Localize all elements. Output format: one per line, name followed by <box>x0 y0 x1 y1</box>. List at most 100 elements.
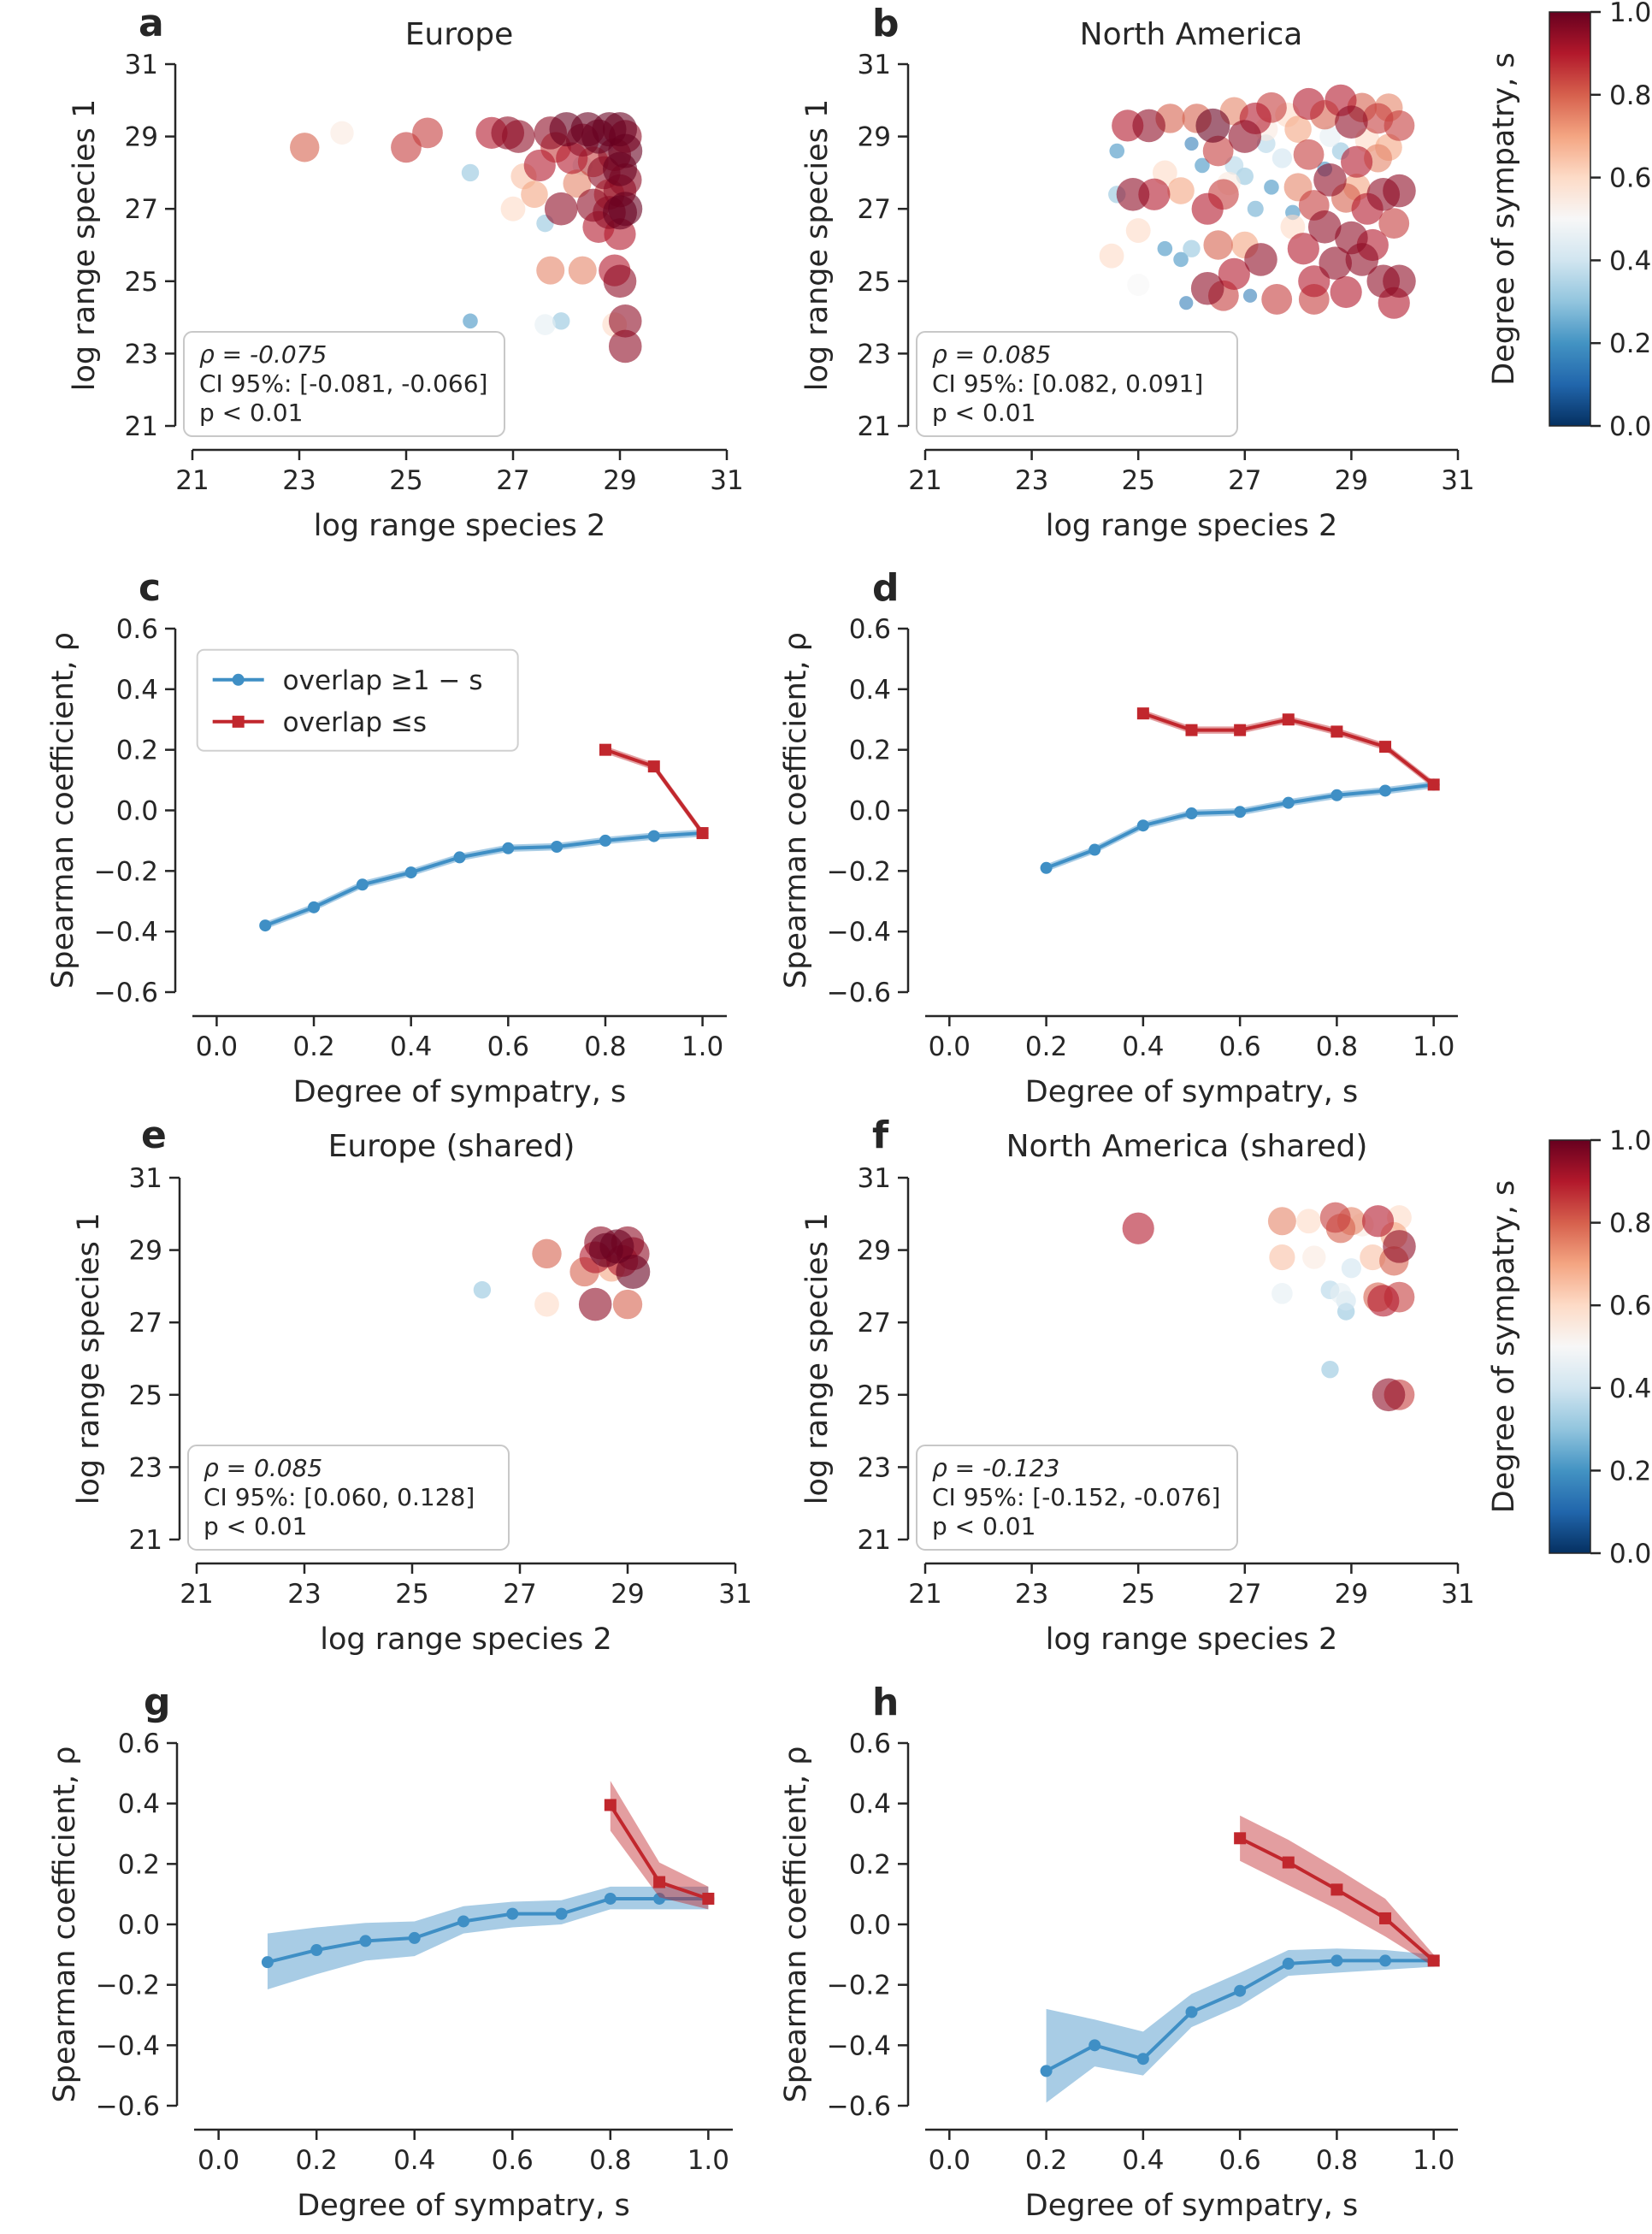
scatter-point <box>1269 1244 1295 1271</box>
y-axis-label: Spearman coefficient, ρ <box>779 632 813 989</box>
confidence-band <box>1046 1948 1434 2103</box>
x-tick-label: 0.4 <box>390 1031 432 1062</box>
data-point <box>1185 2006 1198 2018</box>
y-tick-label: 0.0 <box>849 1910 891 1941</box>
scatter-point <box>1122 1212 1154 1244</box>
x-tick-label: 21 <box>180 1579 213 1610</box>
scatter-points <box>473 1226 651 1321</box>
data-point <box>453 851 466 864</box>
x-tick-label: 25 <box>1121 1579 1154 1610</box>
panel-letter: e <box>141 1114 167 1157</box>
scatter-point <box>1109 143 1125 159</box>
y-tick-label: 21 <box>858 411 891 442</box>
scatter-point <box>534 314 556 335</box>
scatter-point <box>1383 1230 1416 1263</box>
colorbar-bar <box>1549 11 1591 427</box>
stat-p: p < 0.01 <box>199 399 303 427</box>
series-overlap-ge <box>261 1886 715 1989</box>
y-tick-label: −0.4 <box>827 917 891 948</box>
scatter-point <box>1244 243 1277 276</box>
y-tick-label: 23 <box>129 1452 162 1483</box>
y-tick-label: −0.2 <box>827 1971 891 2001</box>
x-tick-label: 23 <box>1015 1579 1048 1610</box>
y-axis-label: log range species 1 <box>68 99 102 392</box>
y-tick-label: −0.2 <box>94 856 158 887</box>
data-point <box>1379 741 1392 754</box>
colorbar-tick-label: 0.0 <box>1609 411 1651 442</box>
scatter-point <box>1383 174 1416 208</box>
scatter-point <box>1372 1378 1406 1412</box>
y-tick-label: 0.2 <box>116 736 158 766</box>
y-tick-label: 29 <box>125 122 158 153</box>
scatter-point <box>1271 1283 1293 1304</box>
y-tick-label: 27 <box>858 1308 891 1339</box>
stats-box <box>916 331 1238 437</box>
scatter-point <box>1367 1285 1400 1317</box>
data-point <box>1185 807 1198 820</box>
y-tick-label: 0.2 <box>118 1849 160 1880</box>
x-tick-label: 0.0 <box>198 2145 239 2176</box>
x-tick-label: 23 <box>282 465 316 496</box>
series-overlap-le <box>599 743 709 840</box>
scatter-point <box>1183 239 1201 257</box>
data-point <box>551 841 563 853</box>
confidence-band <box>610 1781 709 1910</box>
stat-ci: CI 95%: [0.082, 0.091] <box>932 369 1203 398</box>
x-tick-label: 0.0 <box>196 1031 238 1062</box>
data-point <box>259 919 272 932</box>
scatter-point <box>1319 1202 1351 1233</box>
scatter-point <box>1184 136 1199 151</box>
x-tick-label: 29 <box>603 465 636 496</box>
y-tick-label: 27 <box>125 194 158 225</box>
x-tick-label: 27 <box>503 1579 536 1610</box>
scatter-point <box>578 1287 612 1321</box>
scatter-point <box>1127 274 1150 297</box>
data-point <box>1089 843 1101 856</box>
scatter-point <box>1378 208 1410 239</box>
x-axis-label: log range species 2 <box>1046 1622 1338 1657</box>
scatter-point <box>1152 160 1177 186</box>
x-axis-label: Degree of sympatry, s <box>1025 2189 1358 2223</box>
panel-title: Europe (shared) <box>328 1129 575 1164</box>
data-point <box>1282 796 1295 809</box>
series-overlap-le <box>1136 707 1440 791</box>
y-axis-label: log range species 1 <box>72 1213 106 1505</box>
scatter-point <box>588 1232 623 1268</box>
x-tick-label: 0.2 <box>1025 1031 1067 1062</box>
stat-rho: ρ = 0.085 <box>204 1454 322 1482</box>
scatter-point <box>1313 163 1347 197</box>
x-tick-label: 29 <box>611 1579 644 1610</box>
x-tick-label: 31 <box>1441 1579 1474 1610</box>
data-point <box>408 1931 421 1944</box>
data-point <box>1330 725 1343 738</box>
scatter-point <box>616 1254 651 1289</box>
y-tick-label: 25 <box>125 267 158 298</box>
x-tick-label: 21 <box>908 465 941 496</box>
y-tick-label: 23 <box>858 339 891 369</box>
stat-rho: ρ = -0.123 <box>932 1454 1059 1482</box>
scatter-point <box>1280 214 1306 239</box>
data-point <box>1040 2065 1053 2077</box>
y-tick-label: 0.2 <box>849 1849 891 1880</box>
y-tick-label: −0.6 <box>94 978 158 1008</box>
data-point <box>359 1935 372 1947</box>
y-tick-label: 23 <box>125 339 158 369</box>
panel-letter: g <box>144 1681 171 1724</box>
y-axis-label: Spearman coefficient, ρ <box>46 632 80 989</box>
scatter-point <box>1307 210 1342 244</box>
y-tick-label: 25 <box>858 1380 891 1411</box>
y-tick-label: 27 <box>858 194 891 225</box>
scatter-point <box>1173 251 1189 268</box>
confidence-band <box>605 746 703 837</box>
scatter-point <box>1125 218 1151 243</box>
data-point <box>1136 707 1149 720</box>
stats-box <box>916 1445 1238 1551</box>
scatter-point <box>330 121 354 145</box>
scatter-point <box>1195 108 1230 143</box>
scatter-point <box>1287 233 1319 265</box>
scatter-point <box>463 313 478 329</box>
x-tick-label: 29 <box>1335 1579 1368 1610</box>
scatter-point <box>568 256 597 285</box>
x-axis-label: log range species 2 <box>314 509 606 543</box>
colorbar-tick-label: 0.6 <box>1609 1291 1651 1321</box>
